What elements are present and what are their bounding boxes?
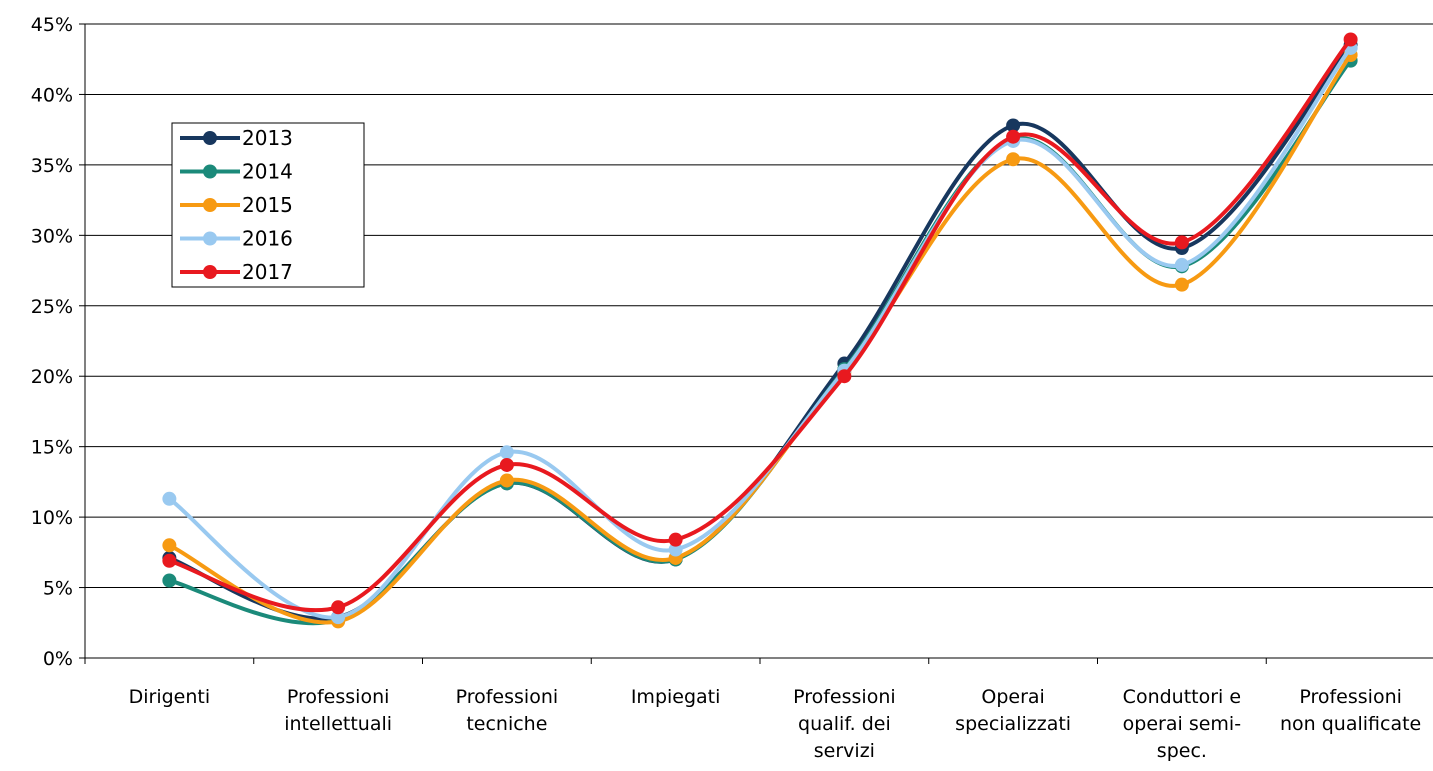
y-tick-label: 15% xyxy=(31,437,73,459)
x-tick-label: Professioni non qualificate xyxy=(1280,686,1421,735)
x-tick-label: Professioni tecniche xyxy=(456,686,559,735)
legend-label: 2015 xyxy=(242,193,293,217)
legend-item: 2017 xyxy=(180,260,293,284)
legend: 2013 2014 2015 2016 2017 xyxy=(171,122,365,288)
legend-item: 2013 xyxy=(180,126,293,150)
series-line xyxy=(167,37,1353,613)
x-tick-label: Impiegati xyxy=(631,686,721,708)
data-point xyxy=(1174,257,1189,272)
data-point xyxy=(162,491,177,506)
data-point xyxy=(499,457,514,472)
data-point xyxy=(162,573,177,588)
data-point xyxy=(837,369,852,384)
series-2017 xyxy=(162,32,1358,615)
y-tick-label: 30% xyxy=(31,225,73,247)
x-axis: Dirigenti Professioni intellettuali Profess… xyxy=(84,657,1433,762)
data-point xyxy=(1343,32,1358,47)
legend-item: 2014 xyxy=(180,160,293,184)
data-point xyxy=(668,532,683,547)
data-point xyxy=(668,542,683,557)
data-point xyxy=(499,445,514,460)
data-point xyxy=(331,600,346,615)
legend-label: 2017 xyxy=(242,260,293,284)
data-point xyxy=(162,553,177,568)
legend-swatch-marker xyxy=(203,231,217,246)
legend-label: 2013 xyxy=(242,126,293,150)
gridlines xyxy=(85,23,1433,589)
x-tick-label: Professioni intellettuali xyxy=(284,686,392,735)
y-axis: 0% 5% 10% 15% 20% 25% 30% 35% 40% 45% xyxy=(31,14,86,670)
legend-label: 2016 xyxy=(242,227,293,251)
y-tick-label: 25% xyxy=(31,296,73,318)
x-tick-label: Dirigenti xyxy=(129,686,211,708)
series-layer xyxy=(162,32,1358,629)
data-point xyxy=(499,473,514,488)
data-point xyxy=(1174,235,1189,250)
legend-swatch-marker xyxy=(203,131,217,145)
legend-swatch-marker xyxy=(203,198,217,212)
data-point xyxy=(1006,118,1021,133)
legend-swatch-marker xyxy=(203,265,217,279)
legend-swatch-marker xyxy=(203,164,217,179)
y-tick-label: 20% xyxy=(31,366,73,388)
x-tick-label: Operai specializzati xyxy=(955,686,1071,735)
legend-label: 2014 xyxy=(242,160,293,184)
legend-item: 2015 xyxy=(180,193,293,217)
y-tick-label: 45% xyxy=(31,14,73,36)
y-tick-label: 40% xyxy=(31,84,73,106)
y-tick-label: 0% xyxy=(43,648,73,670)
x-tick-label: Conduttori e operai semi-spec. xyxy=(1123,686,1241,762)
y-tick-label: 5% xyxy=(43,578,73,600)
data-point xyxy=(162,538,177,553)
data-point xyxy=(1006,152,1021,167)
y-tick-label: 10% xyxy=(31,507,73,529)
y-tick-label: 35% xyxy=(31,155,73,177)
data-point xyxy=(1006,129,1021,144)
x-tick-label: Professioni qualif. dei servizi xyxy=(793,686,896,762)
legend-item: 2016 xyxy=(180,227,293,251)
data-point xyxy=(1174,277,1189,292)
data-point xyxy=(331,610,346,625)
